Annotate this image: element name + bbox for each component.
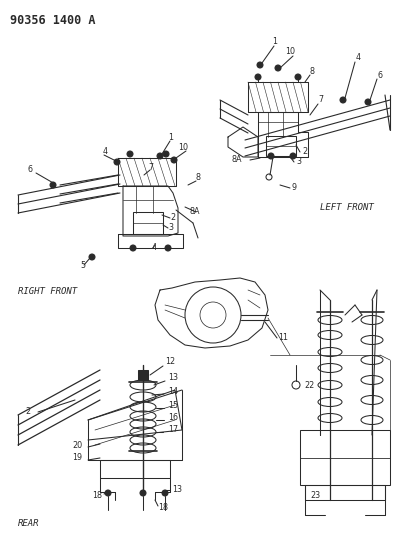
Text: 3: 3 xyxy=(296,157,301,166)
Circle shape xyxy=(165,245,171,251)
Bar xyxy=(266,136,296,156)
Text: 7: 7 xyxy=(318,95,323,104)
Text: 6: 6 xyxy=(378,71,383,80)
Text: 5: 5 xyxy=(80,261,85,270)
Text: 2: 2 xyxy=(170,214,175,222)
Text: 16: 16 xyxy=(168,414,178,423)
Circle shape xyxy=(365,99,371,105)
Text: 7: 7 xyxy=(148,163,153,172)
Text: 1: 1 xyxy=(168,133,173,142)
Text: 2: 2 xyxy=(302,148,307,157)
Text: 10: 10 xyxy=(178,142,188,151)
Text: 19: 19 xyxy=(72,454,82,463)
Text: 18: 18 xyxy=(158,504,168,513)
Text: RIGHT FRONT: RIGHT FRONT xyxy=(18,287,77,296)
Text: 90356 1400 A: 90356 1400 A xyxy=(10,14,96,27)
Text: 8: 8 xyxy=(310,68,315,77)
Text: 12: 12 xyxy=(165,358,175,367)
Text: 18: 18 xyxy=(92,491,102,500)
Circle shape xyxy=(114,159,120,165)
Circle shape xyxy=(290,153,296,159)
Bar xyxy=(300,430,390,485)
Circle shape xyxy=(163,151,169,157)
Circle shape xyxy=(50,182,56,188)
Text: 11: 11 xyxy=(278,334,288,343)
Text: 2: 2 xyxy=(25,408,30,416)
Text: 13: 13 xyxy=(168,374,178,383)
Text: 14: 14 xyxy=(168,387,178,397)
Text: 6: 6 xyxy=(28,166,33,174)
Text: 3: 3 xyxy=(168,223,173,232)
Text: REAR: REAR xyxy=(18,520,39,529)
Text: 4: 4 xyxy=(356,53,361,62)
Circle shape xyxy=(255,74,261,80)
Circle shape xyxy=(130,245,136,251)
Circle shape xyxy=(275,65,281,71)
Circle shape xyxy=(157,153,163,159)
Circle shape xyxy=(105,490,111,496)
Circle shape xyxy=(89,254,95,260)
Text: 20: 20 xyxy=(72,440,82,449)
Text: 23: 23 xyxy=(310,490,320,499)
Text: 8: 8 xyxy=(196,174,201,182)
Text: 4: 4 xyxy=(152,244,157,253)
Bar xyxy=(133,212,163,234)
Circle shape xyxy=(340,97,346,103)
Text: 22: 22 xyxy=(304,382,314,391)
Text: 1: 1 xyxy=(272,37,277,46)
Circle shape xyxy=(295,74,301,80)
Text: LEFT FRONT: LEFT FRONT xyxy=(320,204,374,213)
Text: 8A: 8A xyxy=(232,156,243,165)
Circle shape xyxy=(162,490,168,496)
Text: 8A: 8A xyxy=(190,207,200,216)
Text: 10: 10 xyxy=(285,47,295,56)
Text: 9: 9 xyxy=(292,183,297,192)
Circle shape xyxy=(257,62,263,68)
Text: 13: 13 xyxy=(172,486,182,495)
Circle shape xyxy=(140,490,146,496)
Text: 4: 4 xyxy=(103,148,108,157)
Circle shape xyxy=(171,157,177,163)
Circle shape xyxy=(268,153,274,159)
Text: 17: 17 xyxy=(168,425,178,434)
Text: 15: 15 xyxy=(168,401,178,410)
Circle shape xyxy=(127,151,133,157)
Bar xyxy=(138,370,148,380)
